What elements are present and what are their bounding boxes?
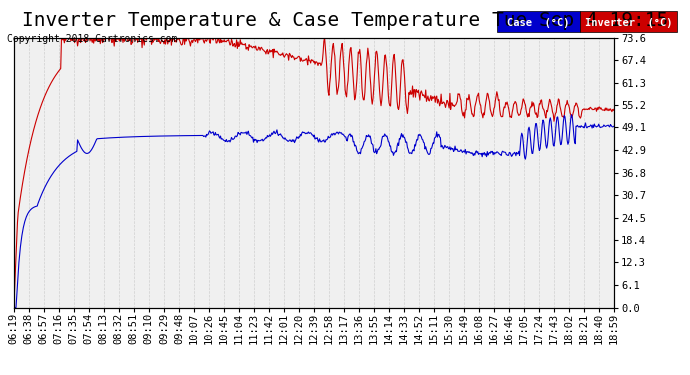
Text: Case  (°C): Case (°C) xyxy=(507,18,569,27)
Text: Inverter  (°C): Inverter (°C) xyxy=(585,18,672,27)
Text: Copyright 2018 Cartronics.com: Copyright 2018 Cartronics.com xyxy=(7,34,177,44)
Text: Inverter Temperature & Case Temperature Tue Sep 4 19:15: Inverter Temperature & Case Temperature … xyxy=(22,11,668,30)
